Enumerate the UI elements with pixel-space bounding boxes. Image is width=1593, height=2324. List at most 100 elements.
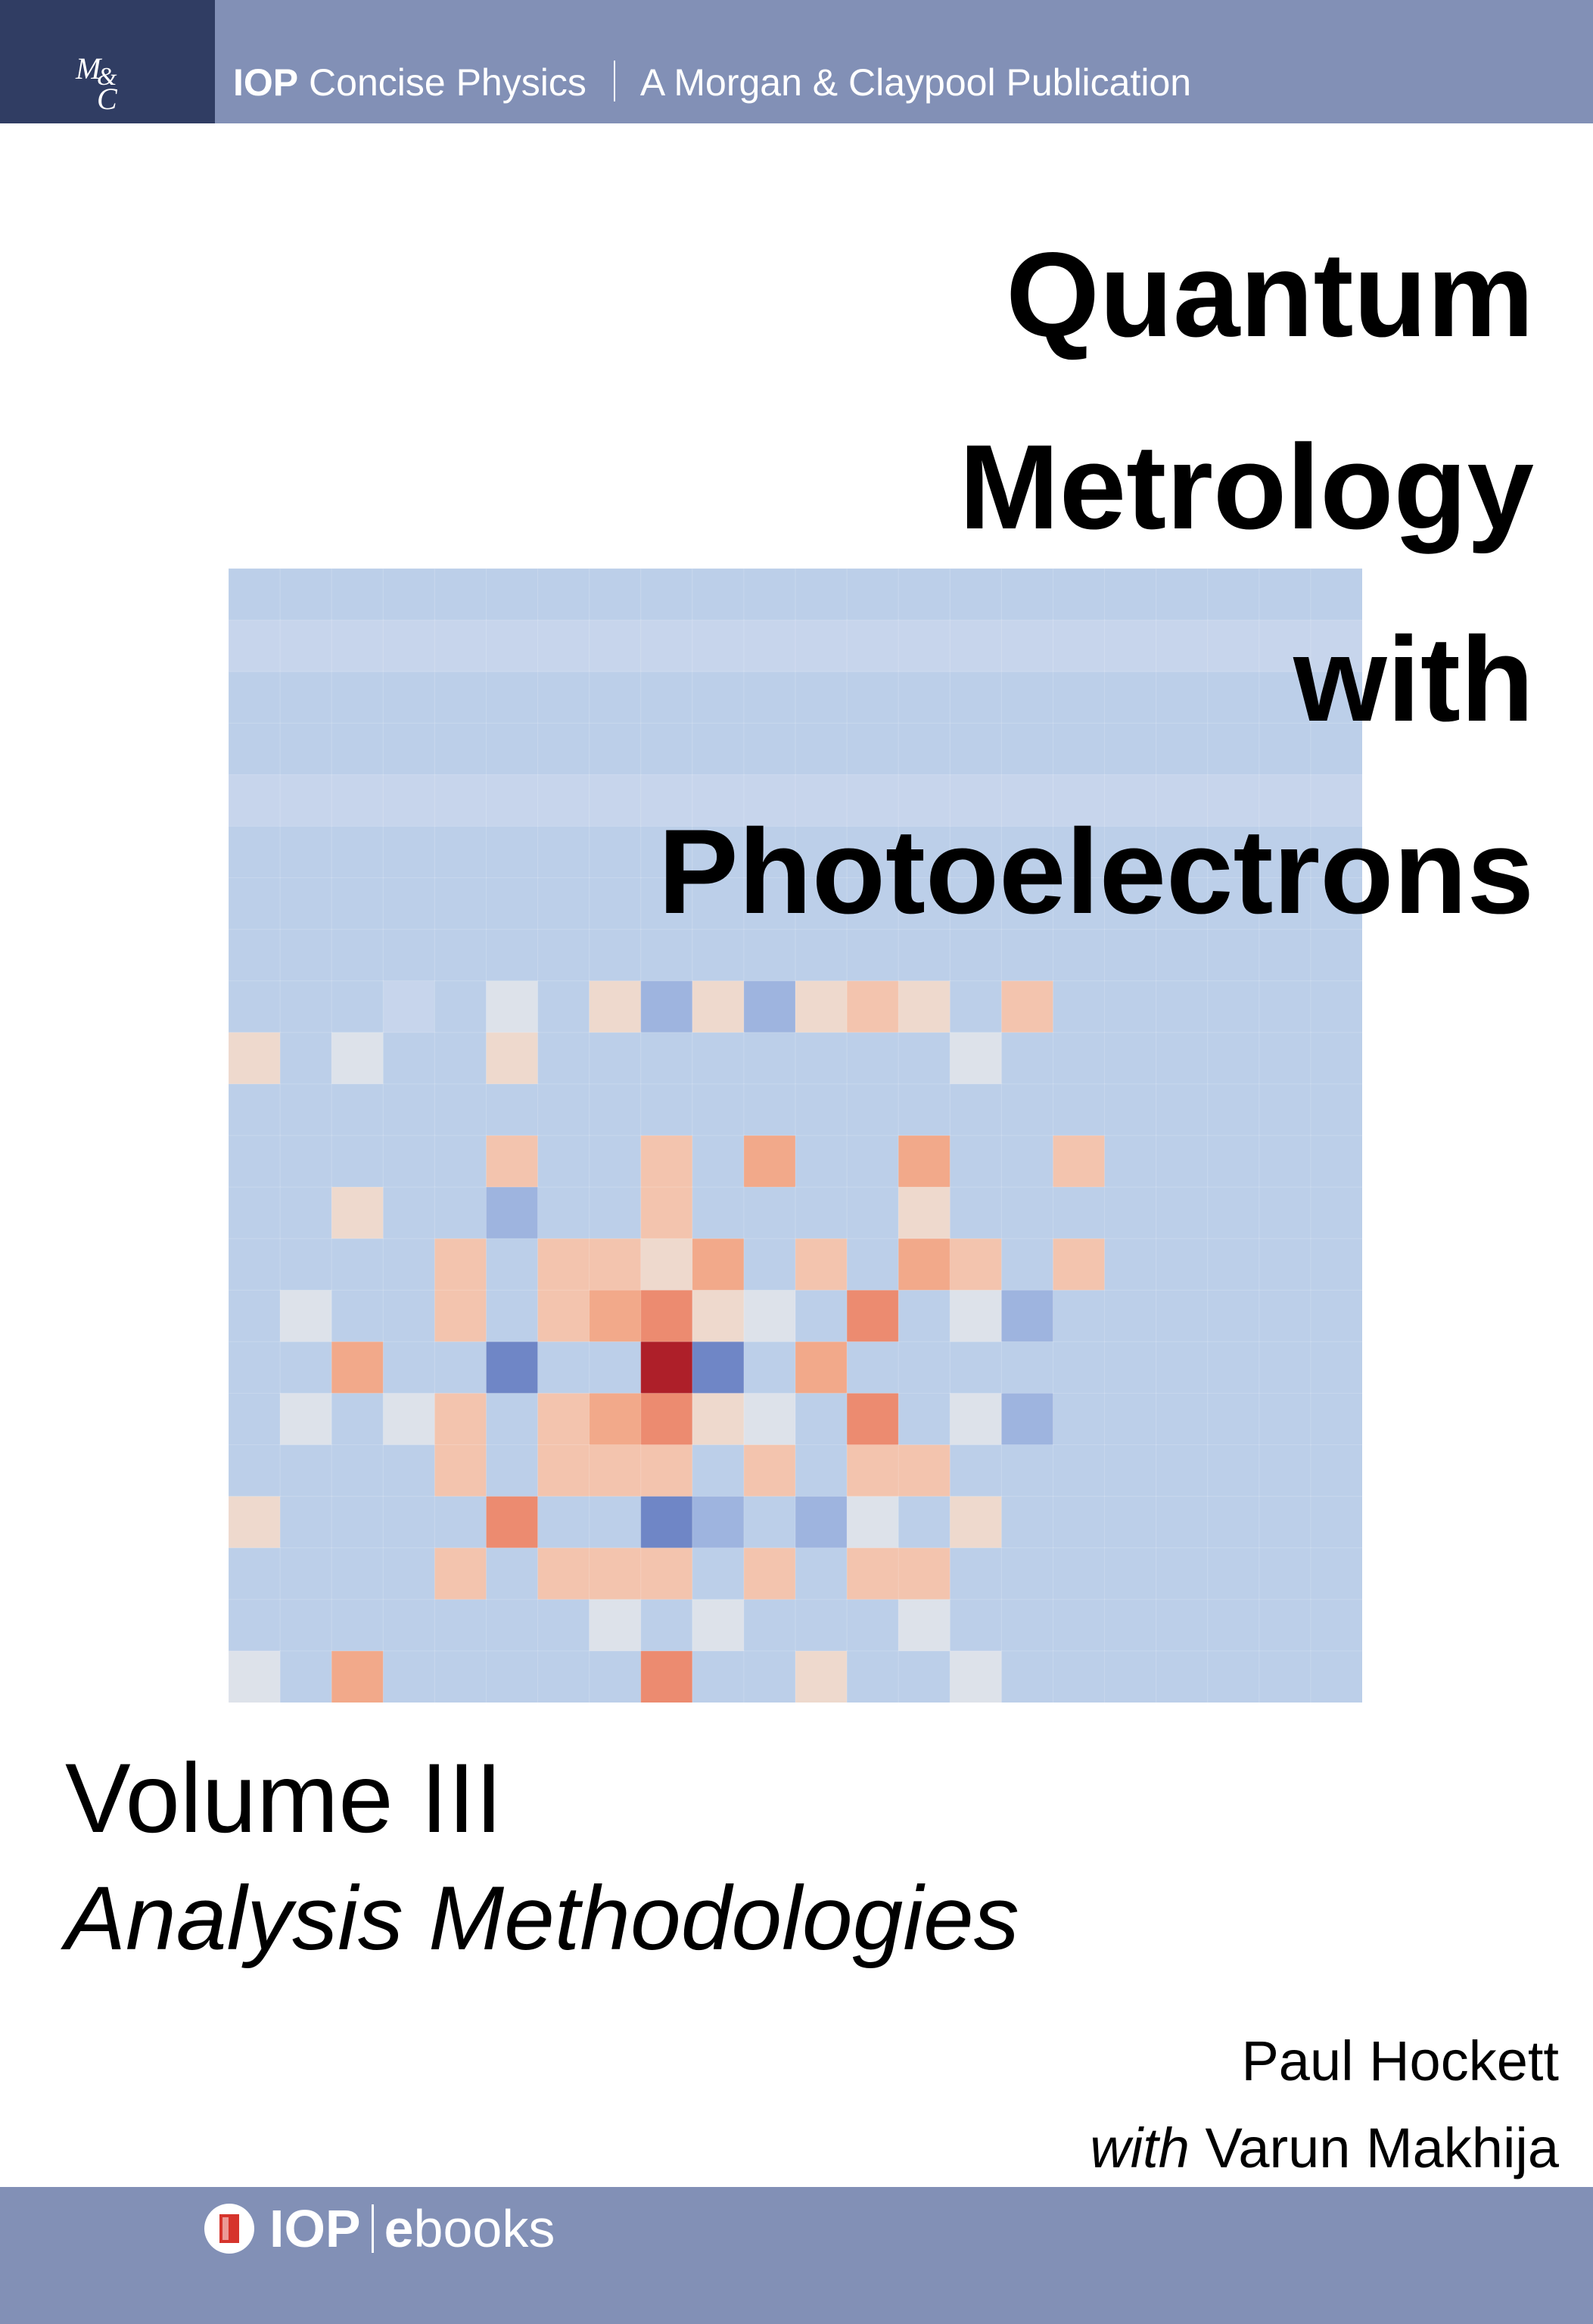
matrix-cell — [743, 1650, 797, 1703]
matrix-cell — [949, 1083, 1003, 1137]
svg-text:&: & — [97, 63, 117, 91]
matrix-cell — [229, 1238, 282, 1291]
matrix-cell — [640, 671, 693, 724]
matrix-cell — [1156, 877, 1209, 930]
matrix-cell — [846, 1547, 900, 1600]
matrix-cell — [743, 1032, 797, 1086]
matrix-cell — [331, 1341, 384, 1394]
matrix-cell — [640, 1650, 693, 1703]
matrix-cell — [279, 1650, 333, 1703]
matrix-cell — [640, 1341, 693, 1394]
matrix-cell — [1052, 1444, 1106, 1497]
svg-text:C: C — [97, 82, 118, 116]
matrix-cell — [279, 671, 333, 724]
matrix-cell — [1052, 1135, 1106, 1188]
matrix-cell — [537, 1032, 590, 1086]
matrix-cell — [1207, 722, 1260, 776]
matrix-cell — [1000, 877, 1054, 930]
matrix-cell — [485, 1083, 539, 1137]
matrix-cell — [1310, 1289, 1362, 1343]
matrix-cell — [1104, 1083, 1157, 1137]
matrix-cell — [537, 1650, 590, 1703]
matrix-cell — [589, 1650, 642, 1703]
matrix-cell — [229, 825, 282, 879]
matrix-cell — [692, 1599, 745, 1653]
matrix-cell — [640, 980, 693, 1033]
matrix-cell — [229, 1392, 282, 1446]
title-line: Quantum — [1006, 227, 1534, 362]
matrix-cell — [1259, 774, 1312, 827]
matrix-cell — [898, 1135, 951, 1188]
matrix-cell — [1052, 825, 1106, 879]
matrix-cell — [537, 619, 590, 673]
matrix-cell — [692, 1444, 745, 1497]
matrix-cell — [846, 929, 900, 982]
matrix-cell — [589, 1496, 642, 1549]
matrix-cell — [1052, 1238, 1106, 1291]
footer-product: ebooks — [384, 2198, 555, 2259]
matrix-cell — [1310, 722, 1362, 776]
matrix-cell — [949, 1392, 1003, 1446]
matrix-cell — [1207, 774, 1260, 827]
matrix-cell — [898, 1444, 951, 1497]
matrix-cell — [229, 1289, 282, 1343]
matrix-cell — [692, 1341, 745, 1394]
matrix-cell — [846, 619, 900, 673]
matrix-cell — [1207, 1496, 1260, 1549]
matrix-cell — [485, 671, 539, 724]
matrix-cell — [846, 1238, 900, 1291]
matrix-cell — [640, 722, 693, 776]
matrix-cell — [898, 1599, 951, 1653]
matrix-cell — [1052, 980, 1106, 1033]
matrix-cell — [1104, 980, 1157, 1033]
matrix-cell — [485, 877, 539, 930]
matrix-cell — [485, 1032, 539, 1086]
matrix-cell — [846, 1341, 900, 1394]
matrix-cell — [640, 1289, 693, 1343]
matrix-cell — [485, 1289, 539, 1343]
matrix-cell — [1207, 1444, 1260, 1497]
matrix-cell — [1259, 1444, 1312, 1497]
matrix-cell — [434, 1289, 487, 1343]
matrix-cell — [1207, 929, 1260, 982]
matrix-cell — [589, 1083, 642, 1137]
matrix-cell — [1259, 980, 1312, 1033]
matrix-cell — [382, 877, 436, 930]
matrix-cell — [692, 569, 745, 621]
matrix-cell — [1156, 1496, 1209, 1549]
matrix-cell — [279, 1444, 333, 1497]
matrix-cell — [1259, 1186, 1312, 1240]
matrix-cell — [331, 1599, 384, 1653]
matrix-cell — [589, 1289, 642, 1343]
matrix-cell — [1207, 1392, 1260, 1446]
matrix-cell — [795, 1341, 848, 1394]
matrix-cell — [537, 1238, 590, 1291]
matrix-cell — [279, 1186, 333, 1240]
matrix-cell — [1310, 980, 1362, 1033]
matrix-cell — [1310, 1135, 1362, 1188]
matrix-cell — [743, 1547, 797, 1600]
matrix-cell — [1104, 1650, 1157, 1703]
matrix-cell — [846, 1032, 900, 1086]
matrix-cell — [434, 671, 487, 724]
matrix-cell — [589, 1341, 642, 1394]
matrix-cell — [1052, 1496, 1106, 1549]
matrix-cell — [1156, 929, 1209, 982]
matrix-cell — [434, 1238, 487, 1291]
matrix-cell — [279, 1341, 333, 1394]
matrix-cell — [1156, 980, 1209, 1033]
matrix-cell — [279, 1599, 333, 1653]
matrix-cell — [640, 1496, 693, 1549]
header-bar: M & C IOP Concise Physics A Morgan & Cla… — [0, 0, 1593, 123]
matrix-cell — [485, 569, 539, 621]
matrix-cell — [589, 619, 642, 673]
matrix-cell — [1207, 569, 1260, 621]
matrix-cell — [434, 569, 487, 621]
coauthor-name: Varun Makhija — [1205, 2117, 1559, 2179]
matrix-cell — [743, 929, 797, 982]
matrix-cell — [1156, 1289, 1209, 1343]
matrix-cell — [279, 619, 333, 673]
matrix-cell — [331, 774, 384, 827]
matrix-cell — [1207, 1599, 1260, 1653]
matrix-cell — [1052, 1392, 1106, 1446]
